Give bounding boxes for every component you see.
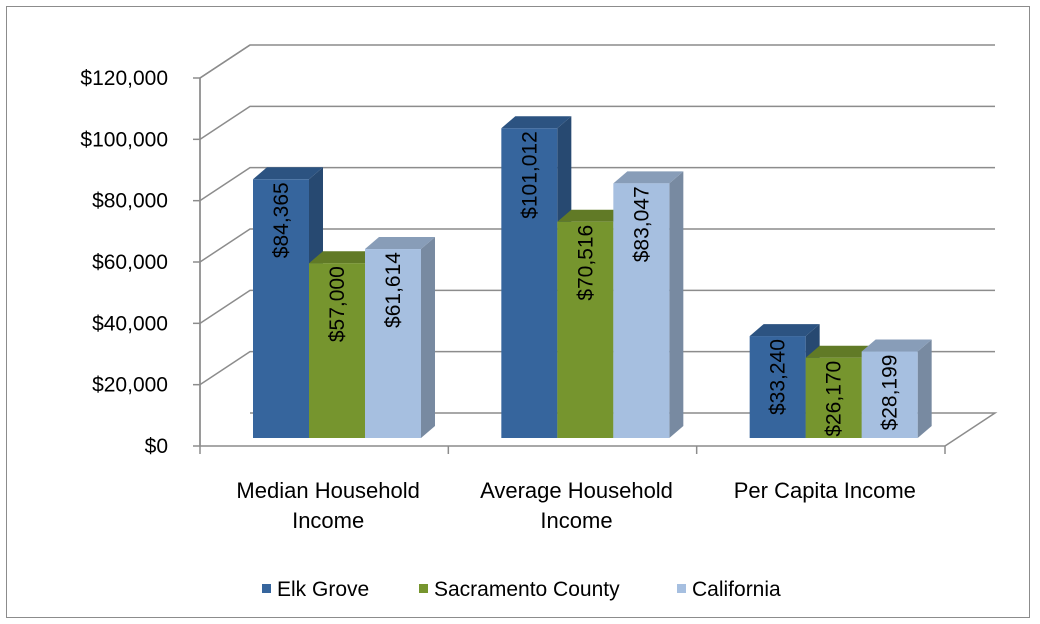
gridline xyxy=(199,105,995,140)
bar xyxy=(309,263,365,438)
bar-data-label: $70,516 xyxy=(574,225,597,301)
bar xyxy=(805,357,862,438)
legend-label: California xyxy=(692,578,781,601)
y-tick-labels: $0 $20,000 $40,000 $60,000 $80,000 $100,000 $1… xyxy=(80,67,168,458)
bar-data-label: $83,047 xyxy=(630,186,653,262)
bar-data-label: $101,012 xyxy=(518,131,541,219)
bar-top xyxy=(365,237,435,250)
bar-side xyxy=(917,339,932,438)
gridline xyxy=(199,289,995,324)
category-label: Income xyxy=(540,508,612,533)
gridlines xyxy=(199,44,995,386)
bar xyxy=(557,221,614,438)
gridline xyxy=(199,166,995,202)
bars: $84,365 $57,000 $61,614 $101,012 $70,516 $83,… xyxy=(253,116,932,439)
bar-data-label: $61,614 xyxy=(382,252,405,328)
legend-swatch xyxy=(262,584,271,593)
bar xyxy=(253,179,309,438)
y-tick-label: $120,000 xyxy=(80,67,168,90)
bar xyxy=(613,183,670,438)
y-tick-label: $40,000 xyxy=(92,312,168,335)
y-tick-label: $80,000 xyxy=(92,190,168,213)
bar-top xyxy=(253,167,323,180)
bar xyxy=(749,336,806,438)
bar-top xyxy=(613,171,684,184)
category-label: Average Household xyxy=(480,478,673,503)
bar-data-label: $57,000 xyxy=(326,266,349,342)
legend-label: Sacramento County xyxy=(434,578,620,601)
legend-swatch xyxy=(419,584,428,593)
bar xyxy=(501,128,558,439)
category-label: Per Capita Income xyxy=(734,478,916,503)
gridline xyxy=(199,44,995,79)
bar-top xyxy=(861,339,932,352)
bar-top xyxy=(309,251,379,264)
bar-side xyxy=(669,171,684,438)
y-tick-label: $60,000 xyxy=(92,251,168,274)
legend-label: Elk Grove xyxy=(277,578,369,601)
category-labels: Median Household Income Average Household I… xyxy=(236,478,916,533)
bar-side xyxy=(421,237,435,438)
floor-edge xyxy=(250,412,998,447)
bar-top xyxy=(749,324,820,337)
bar xyxy=(861,351,918,438)
y-tick-label: $100,000 xyxy=(80,128,168,151)
bar-data-label: $26,170 xyxy=(823,361,846,437)
category-label: Median Household xyxy=(236,478,419,503)
legend-swatch xyxy=(677,584,686,593)
bar-data-label: $28,199 xyxy=(879,355,902,431)
bar-top xyxy=(501,116,572,129)
y-tick-label: $20,000 xyxy=(92,374,168,397)
gridline xyxy=(199,228,995,263)
bar xyxy=(365,249,421,438)
bar-data-label: $84,365 xyxy=(270,182,293,258)
category-label: Income xyxy=(292,508,364,533)
legend: Elk Grove Sacramento County California xyxy=(262,578,781,601)
y-tick-label: $0 xyxy=(145,435,168,458)
bar-data-label: $33,240 xyxy=(767,339,790,415)
bar-top xyxy=(805,345,876,358)
axis-lines xyxy=(193,77,946,454)
gridline xyxy=(199,350,995,386)
bar-top xyxy=(557,209,628,222)
